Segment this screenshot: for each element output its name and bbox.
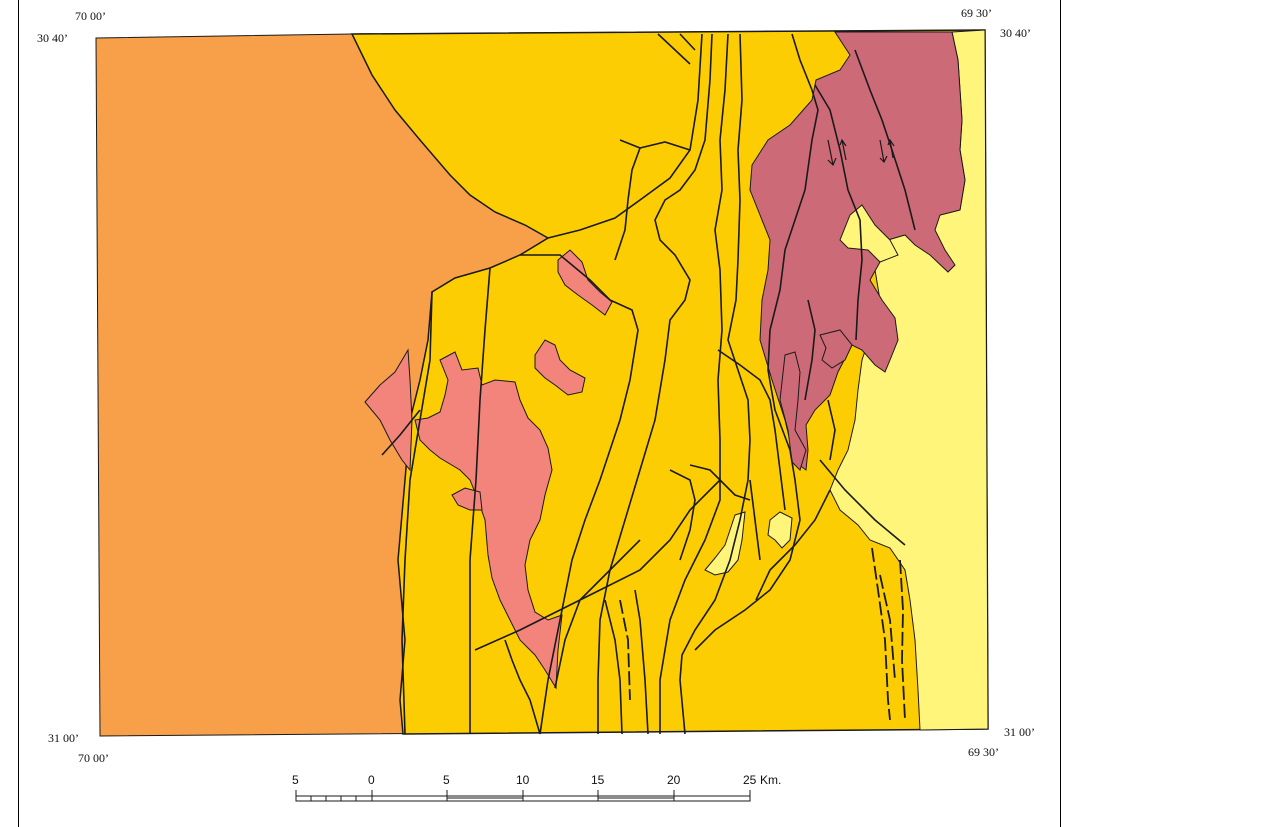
pink-unit [414,351,563,690]
scale-bar [295,790,751,802]
fault-lines [401,33,916,735]
scale-label: 10 [516,773,530,787]
fault-line [381,409,421,456]
scale-unit-label: Km. [760,773,782,787]
scale-label: 20 [667,773,681,787]
bottom-left-longitude-label: 70 00’ [78,751,109,765]
bottom-right-latitude-label: 31 00’ [1004,725,1035,739]
scale-label: 0 [368,773,375,787]
bottom-right-longitude-label: 69 30’ [968,745,999,759]
mauve-unit [749,31,966,471]
scale-label: 5 [443,773,450,787]
light-yellow-inlier [839,204,899,263]
bottom-left-latitude-label: 31 00’ [48,731,79,745]
pink-unit [557,249,613,316]
right-frame-border [1060,0,1061,827]
mauve-outlier [819,329,853,369]
left-frame-border [18,0,19,827]
pink-unit [534,339,586,396]
dashed-fault-lines [619,547,906,721]
top-right-longitude-label: 69 30’ [961,6,992,20]
top-left-longitude-label: 70 00’ [75,9,106,23]
scale-label: 5 [292,773,299,787]
top-left-latitude-label: 30 40’ [37,31,68,45]
scale-label: 25 [743,773,757,787]
light-yellow-patch [704,511,746,576]
mauve-outlier [779,351,807,471]
scale-label: 15 [591,773,605,787]
top-right-latitude-label: 30 40’ [1000,26,1031,40]
light-yellow-patch [767,511,793,549]
fault-slip-arrows [827,138,895,167]
